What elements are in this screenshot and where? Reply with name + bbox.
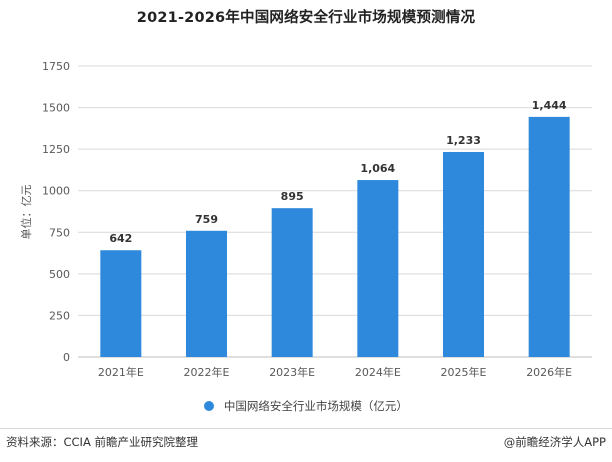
- brand-credit: @前瞻经济学人APP: [503, 435, 606, 449]
- y-tick-label: 250: [49, 309, 70, 322]
- data-labels: 642 759 895 1,064 1,233 1,444: [109, 99, 567, 245]
- x-tick-label: 2021年E: [98, 365, 144, 379]
- gridlines: [78, 65, 592, 358]
- data-label: 642: [109, 232, 132, 245]
- bar: [100, 250, 142, 357]
- x-axis-ticks: 2021年E 2022年E 2023年E 2024年E 2025年E 2026年E: [98, 365, 572, 379]
- data-label: 1,064: [360, 162, 395, 175]
- y-axis-label: 单位：亿元: [19, 185, 33, 240]
- y-tick-label: 1750: [42, 60, 70, 73]
- x-tick-label: 2024年E: [355, 365, 401, 379]
- bar: [186, 230, 227, 357]
- legend: 中国网络安全行业市场规模（亿元）: [0, 398, 612, 414]
- x-tick-label: 2022年E: [184, 365, 230, 379]
- y-tick-label: 1500: [42, 102, 70, 115]
- x-tick-label: 2026年E: [526, 365, 572, 379]
- x-tick-label: 2023年E: [269, 365, 315, 379]
- y-tick-label: 1000: [42, 185, 70, 198]
- y-tick-label: 0: [63, 351, 70, 364]
- bar: [528, 116, 570, 358]
- y-tick-label: 1250: [42, 143, 70, 156]
- data-label: 759: [195, 213, 218, 226]
- data-label: 1,444: [532, 99, 567, 112]
- source-note: 资料来源：CCIA 前瞻产业研究院整理: [6, 435, 198, 449]
- legend-label: 中国网络安全行业市场规模（亿元）: [223, 399, 408, 413]
- legend-marker-icon: [204, 401, 215, 411]
- footer-divider: [0, 428, 612, 429]
- y-tick-label: 750: [49, 226, 70, 239]
- data-label: 1,233: [446, 134, 481, 147]
- bar: [443, 151, 484, 357]
- x-tick-label: 2025年E: [441, 365, 487, 379]
- bar: [271, 208, 313, 357]
- y-axis-ticks: 0 250 500 750 1000 1250 1500 1750: [42, 60, 70, 364]
- chart-title: 2021-2026年中国网络安全行业市场规模预测情况: [136, 10, 476, 26]
- bars: [100, 116, 570, 358]
- data-label: 895: [281, 190, 304, 203]
- bar: [357, 180, 399, 357]
- y-tick-label: 500: [49, 268, 70, 281]
